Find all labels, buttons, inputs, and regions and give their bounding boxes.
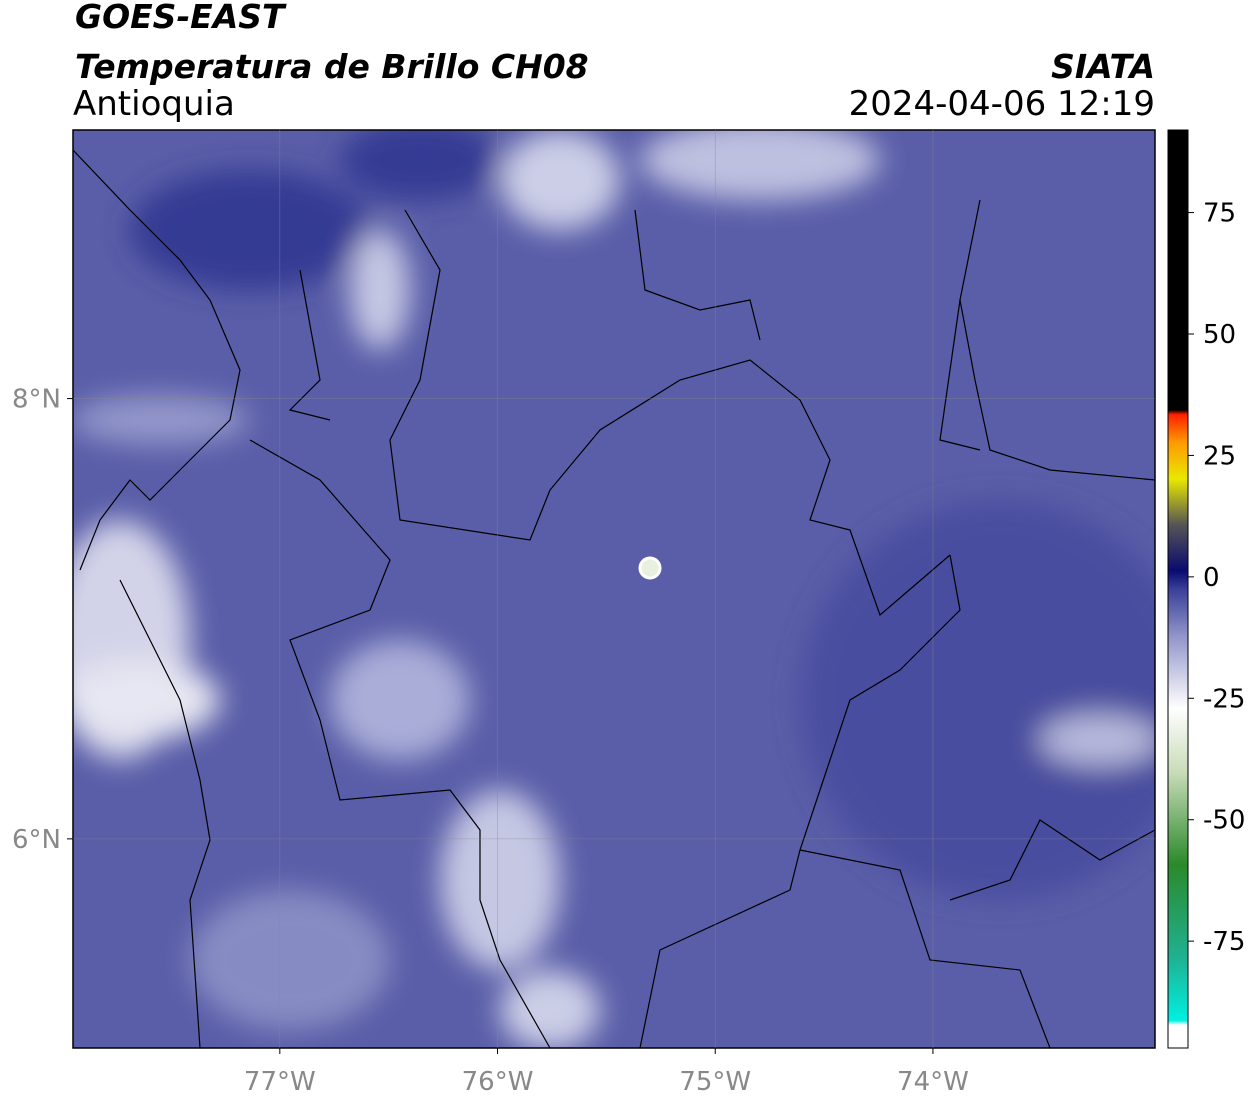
- colorbar-tick-label: -25: [1203, 684, 1245, 714]
- x-tick-label: 75°W: [679, 1067, 751, 1097]
- source: SIATA: [1051, 47, 1155, 86]
- y-tick-label: 6°N: [12, 825, 61, 855]
- y-tick-label: 8°N: [12, 385, 61, 415]
- x-tick-label: 77°W: [244, 1067, 316, 1097]
- colorbar-tick-label: 50: [1203, 320, 1236, 350]
- title: GOES-EAST: [75, 0, 287, 36]
- colorbar: [1167, 129, 1189, 1049]
- colorbar-tick-label: -75: [1203, 927, 1245, 957]
- region: Antioquia: [73, 84, 235, 124]
- colorbar-tick-label: 75: [1203, 199, 1236, 229]
- x-tick-label: 74°W: [897, 1067, 969, 1097]
- map-frame: [72, 129, 1156, 1049]
- datetime: 2024-04-06 12:19: [849, 84, 1155, 124]
- colorbar-tick-label: -50: [1203, 806, 1245, 836]
- x-tick-label: 76°W: [462, 1067, 534, 1097]
- colorbar-tick-label: 25: [1203, 441, 1236, 471]
- product: Temperatura de Brillo CH08: [75, 47, 589, 86]
- colorbar-tick-label: 0: [1203, 563, 1220, 593]
- map-image: [73, 130, 1155, 1048]
